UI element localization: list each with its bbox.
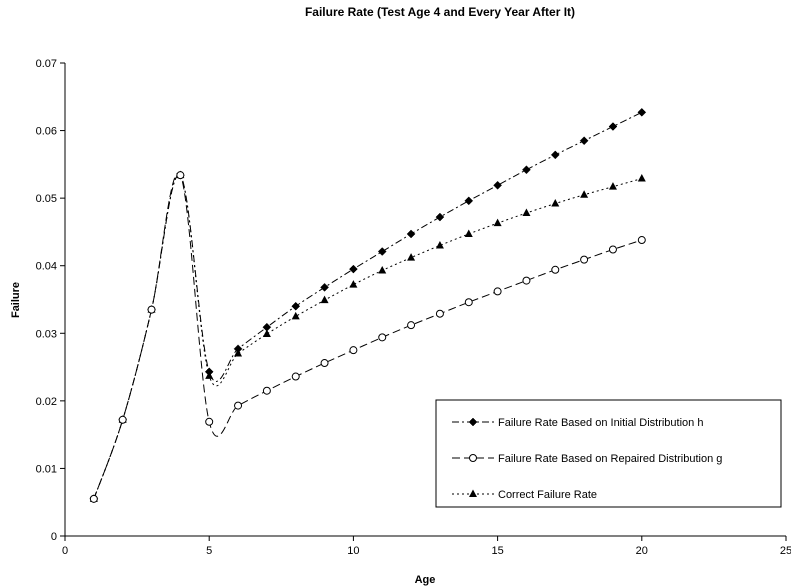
series-line-2 (93, 172, 642, 500)
series-3-point (435, 240, 444, 249)
series-2-point (118, 415, 127, 424)
y-tick-label: 0.01 (36, 463, 57, 475)
series-3-point (205, 371, 214, 379)
series-2-point (262, 386, 271, 395)
y-tick-label: 0 (51, 531, 57, 543)
legend-label-3: Correct Failure Rate (498, 489, 597, 501)
series-1-point (522, 165, 531, 175)
series-2-point (551, 265, 560, 274)
series-3-point (320, 295, 329, 304)
series-3-point (522, 208, 531, 217)
series-1-point (320, 282, 329, 292)
series-1-point (637, 107, 647, 117)
y-axis-label: Failure (10, 282, 22, 318)
series-1-point (608, 122, 618, 131)
series-3-point (608, 182, 617, 190)
legend-box (435, 399, 782, 508)
series-1-point (406, 229, 416, 239)
series-2-point (608, 245, 617, 254)
series-2-point (291, 372, 300, 381)
chart-title: Failure Rate (Test Age 4 and Every Year … (305, 5, 575, 19)
series-1-point (464, 196, 474, 206)
legend-marker-1 (468, 417, 478, 427)
series-3-point (349, 280, 358, 288)
series-2-point (176, 171, 185, 180)
series-3-point (551, 199, 560, 207)
chart-legend: Failure Rate Based on Initial Distributi… (435, 399, 782, 508)
series-3-point (234, 349, 243, 357)
y-tick-label: 0.06 (36, 126, 57, 138)
x-axis-label: Age (415, 574, 436, 586)
series-3-point (378, 265, 387, 274)
series-2-point (378, 333, 387, 342)
series-1-point (579, 136, 589, 146)
y-tick-label: 0.07 (36, 58, 57, 70)
x-tick-label: 25 (780, 545, 791, 557)
series-3-point (493, 218, 502, 227)
series-1-point (493, 180, 502, 190)
x-tick-label: 10 (347, 545, 359, 557)
series-2-point (147, 305, 156, 314)
series-2-point (493, 287, 502, 296)
series-1-point (550, 150, 560, 160)
series-2-point (234, 401, 243, 410)
series-1-point (435, 212, 445, 222)
y-tick-label: 0.05 (36, 193, 57, 205)
y-tick-label: 0.04 (36, 261, 57, 273)
series-2-point (407, 321, 416, 330)
series-2-point (349, 346, 358, 355)
legend-label-2: Failure Rate Based on Repaired Distribut… (498, 453, 722, 465)
series-3-point (262, 329, 271, 337)
series-3-point (407, 253, 416, 261)
plot-area: 0 5 10 15 20 25 0 0.01 0.02 0.03 0.04 0.05 0.06 0.07 (36, 58, 791, 557)
series-2-point (89, 494, 98, 503)
series-2-point (205, 417, 214, 426)
series-line-1 (93, 111, 643, 500)
x-tick-label: 0 (62, 545, 68, 557)
series-3-point (637, 174, 646, 182)
series-3-point (580, 190, 589, 198)
series-2-point (580, 255, 589, 264)
x-tick-label: 15 (491, 545, 503, 557)
series-3-point (291, 311, 300, 320)
x-tick-label: 5 (206, 545, 212, 557)
x-tick-label: 20 (636, 545, 648, 557)
series-2-point (637, 236, 646, 245)
series-1-point (377, 247, 387, 256)
series-3-point (464, 229, 473, 237)
y-tick-label: 0.02 (36, 396, 57, 408)
series-2-point (522, 276, 531, 285)
series-2-point (320, 359, 329, 368)
series-2-point (464, 298, 473, 307)
series-1-point (349, 264, 358, 274)
legend-label-1: Failure Rate Based on Initial Distributi… (498, 417, 703, 429)
legend-marker-3 (469, 489, 477, 497)
y-tick-label: 0.03 (36, 328, 57, 340)
series-1-point (291, 301, 301, 311)
legend-marker-2 (469, 454, 477, 462)
series-2-point (435, 309, 444, 318)
